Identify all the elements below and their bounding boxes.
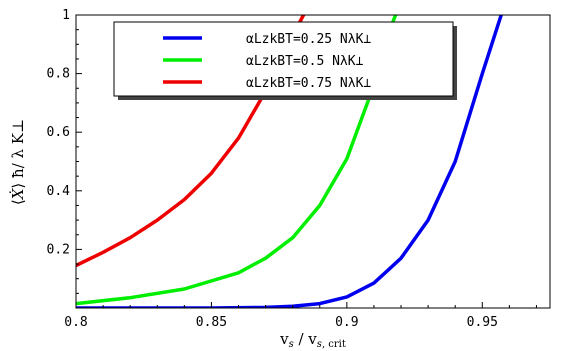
- x-axis-label: vs / vs, crit: [279, 330, 346, 350]
- legend-label-1: αLzkBT=0.25 NλK⊥: [246, 32, 371, 47]
- legend: αLzkBT=0.25 NλK⊥ αLzkBT=0.5 NλK⊥ αLzkBT=0.…: [113, 21, 457, 100]
- y-tick-label: 0.4: [47, 184, 71, 199]
- x-tick-label: 0.9: [335, 315, 358, 330]
- x-tick-label: 0.95: [467, 315, 498, 330]
- y-tick-label: 0.8: [47, 67, 70, 82]
- x-tick-label: 0.85: [196, 315, 227, 330]
- legend-entries: αLzkBT=0.25 NλK⊥ αLzkBT=0.5 NλK⊥ αLzkBT=0.…: [163, 32, 371, 91]
- legend-label-3: αLzkBT=0.75 NλK⊥: [246, 76, 371, 91]
- legend-label-2: αLzkBT=0.5 NλK⊥: [246, 54, 364, 69]
- y-tick-label: 1: [62, 8, 70, 23]
- y-tick-label: 0.6: [47, 125, 70, 140]
- x-tick-label: 0.8: [64, 315, 87, 330]
- y-tick-label: 0.2: [47, 242, 70, 257]
- y-axis-label: ⟨Ẋ⟩ ħ/ λ K⊥: [9, 119, 27, 205]
- chart-ticks: 0.8 0.85 0.9 0.95 0.2 0.4 0.6 0.8 1: [47, 8, 537, 330]
